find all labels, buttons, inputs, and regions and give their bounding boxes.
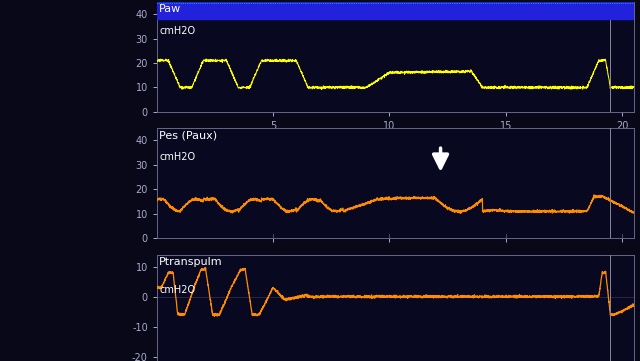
Bar — [157, 2, 634, 19]
Text: cmH2O: cmH2O — [159, 26, 195, 36]
Text: cmH2O: cmH2O — [159, 152, 195, 162]
Text: Paw: Paw — [159, 4, 181, 14]
Text: Pes (Paux): Pes (Paux) — [159, 130, 218, 140]
Text: Ptranspulm: Ptranspulm — [159, 257, 223, 267]
Text: cmH2O: cmH2O — [159, 285, 195, 295]
